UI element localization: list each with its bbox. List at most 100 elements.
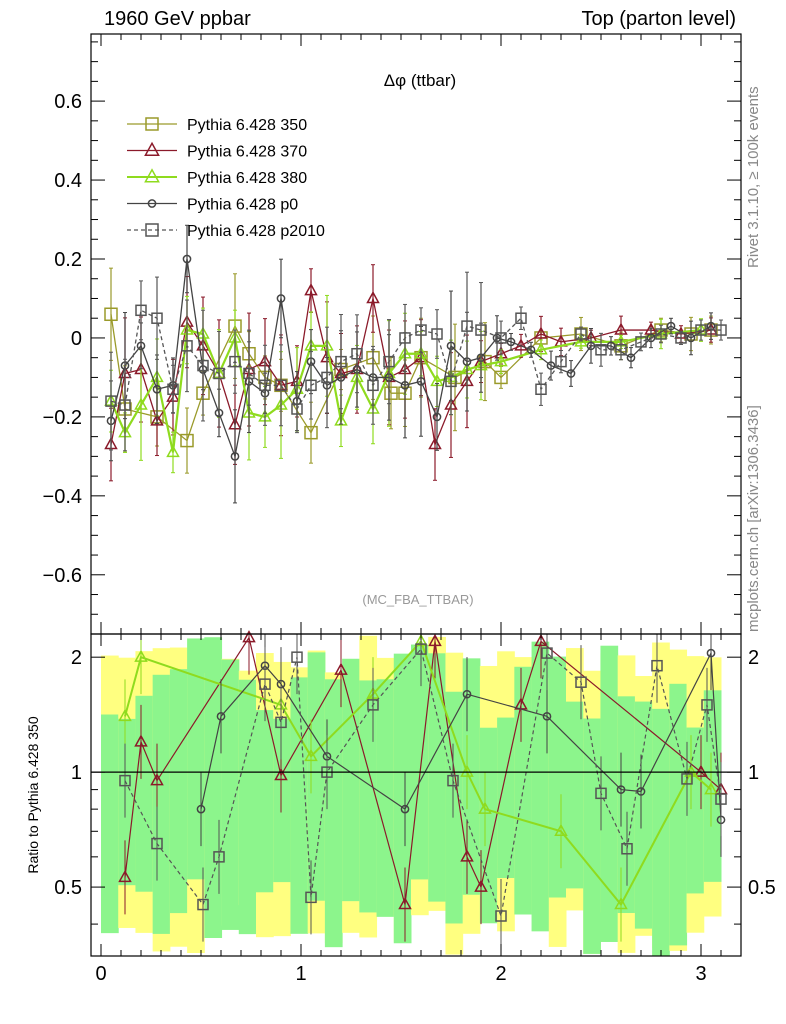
- ratio-band-inner: [238, 679, 257, 935]
- data-point: [181, 340, 193, 352]
- legend: Pythia 6.428 350 Pythia 6.428 370 Pythia 6…: [127, 117, 325, 240]
- data-point: [445, 375, 457, 388]
- ratio-band-inner: [118, 718, 136, 886]
- ratio-point: [621, 843, 633, 855]
- data-point: [526, 345, 536, 355]
- ratio-band-inner: [290, 677, 309, 934]
- series-4: [105, 271, 727, 452]
- data-point: [515, 312, 527, 324]
- ratio-y-tick-label: 0.5: [54, 877, 82, 899]
- data-point: [666, 321, 676, 331]
- data-point: [259, 379, 271, 392]
- ratio-band-inner: [514, 666, 533, 915]
- ratio-point: [614, 897, 628, 910]
- legend-label: Pythia 6.428 p0: [187, 197, 298, 214]
- ratio-band-inner: [566, 701, 584, 889]
- data-point: [136, 341, 146, 351]
- data-point: [595, 344, 607, 356]
- ratio-point: [151, 837, 163, 850]
- ratio-band-inner: [393, 653, 412, 944]
- data-point: [230, 452, 240, 461]
- ratio-point: [460, 849, 474, 862]
- x-tick-label: 2: [495, 963, 506, 985]
- data-point: [321, 371, 333, 384]
- ratio-band-inner: [376, 679, 395, 917]
- ratio-point: [119, 774, 131, 787]
- ratio-point: [415, 643, 427, 655]
- ratio-point: [478, 801, 492, 814]
- ratio-band-inner: [152, 674, 171, 934]
- ratio-point: [305, 891, 317, 904]
- legend-marker: [144, 168, 160, 183]
- x-tick-label: 1: [295, 963, 306, 985]
- x-tick-label: 3: [695, 963, 706, 985]
- data-point: [334, 413, 348, 426]
- ratio-line: [200, 650, 722, 820]
- legend-entry: Pythia 6.428 p0: [127, 197, 298, 214]
- data-point: [635, 336, 647, 348]
- ratio-line: [124, 639, 712, 907]
- ratio-band-inner: [652, 708, 670, 956]
- ratio-point: [150, 773, 164, 786]
- ratio-point: [213, 851, 225, 863]
- ratio-point: [715, 793, 727, 805]
- series-line: [110, 309, 721, 411]
- data-point: [546, 361, 556, 370]
- ratio-point: [694, 764, 708, 777]
- data-point: [135, 304, 147, 317]
- data-point: [366, 290, 380, 304]
- ratio-point: [684, 764, 698, 777]
- ratio-point: [534, 633, 548, 647]
- y-tick-label: 0.6: [54, 91, 82, 113]
- data-point: [432, 412, 442, 422]
- ratio-point: [460, 764, 474, 777]
- data-point: [213, 367, 225, 380]
- y-tick-label: −0.6: [43, 565, 82, 587]
- ratio-point: [134, 734, 148, 747]
- data-point: [534, 342, 548, 355]
- data-point: [180, 433, 194, 448]
- ratio-point: [554, 823, 568, 837]
- ratio-point: [400, 804, 410, 814]
- ratio-point: [118, 708, 132, 722]
- ratio-band-inner: [600, 645, 619, 942]
- y-tick-label: 0.2: [54, 249, 82, 271]
- legend-label: Pythia 6.428 380: [187, 170, 307, 187]
- y-tick-label: 0.4: [54, 170, 82, 192]
- legend-marker: [147, 199, 157, 208]
- data-point: [304, 425, 318, 440]
- ratio-point: [367, 699, 379, 711]
- data-point: [495, 332, 507, 344]
- legend-entry: Pythia 6.428 p2010: [127, 223, 325, 240]
- ratio-point: [134, 649, 148, 662]
- data-point: [383, 355, 395, 368]
- ratio-band-inner: [169, 669, 188, 914]
- ratio-point: [118, 869, 132, 883]
- data-point: [615, 344, 627, 356]
- legend-entry: Pythia 6.428 380: [127, 168, 307, 187]
- data-point: [229, 355, 241, 368]
- ratio-y-tick-label-right: 0.5: [748, 877, 776, 899]
- data-point: [574, 334, 588, 347]
- data-point: [351, 347, 363, 360]
- ratio-band-inner: [324, 679, 343, 948]
- series-1: [104, 264, 718, 482]
- data-point: [167, 383, 179, 396]
- data-point: [105, 395, 117, 407]
- ratio-point: [275, 716, 287, 729]
- data-point: [415, 324, 427, 336]
- ratio-point: [706, 648, 716, 658]
- legend-marker: [145, 223, 159, 237]
- ratio-point: [274, 767, 288, 781]
- data-point: [166, 444, 180, 458]
- y-tick-label: −0.2: [43, 407, 82, 429]
- header-right: Top (parton level): [581, 8, 736, 30]
- ratio-band-inner: [428, 653, 446, 902]
- data-point: [695, 324, 707, 336]
- header-left: 1960 GeV ppbar: [104, 8, 251, 30]
- ratio-point: [216, 711, 226, 721]
- data-point: [400, 380, 410, 390]
- legend-label: Pythia 6.428 p2010: [187, 223, 325, 240]
- ratio-y-tick-label-right: 1: [748, 762, 759, 784]
- ratio-band-inner: [634, 701, 653, 929]
